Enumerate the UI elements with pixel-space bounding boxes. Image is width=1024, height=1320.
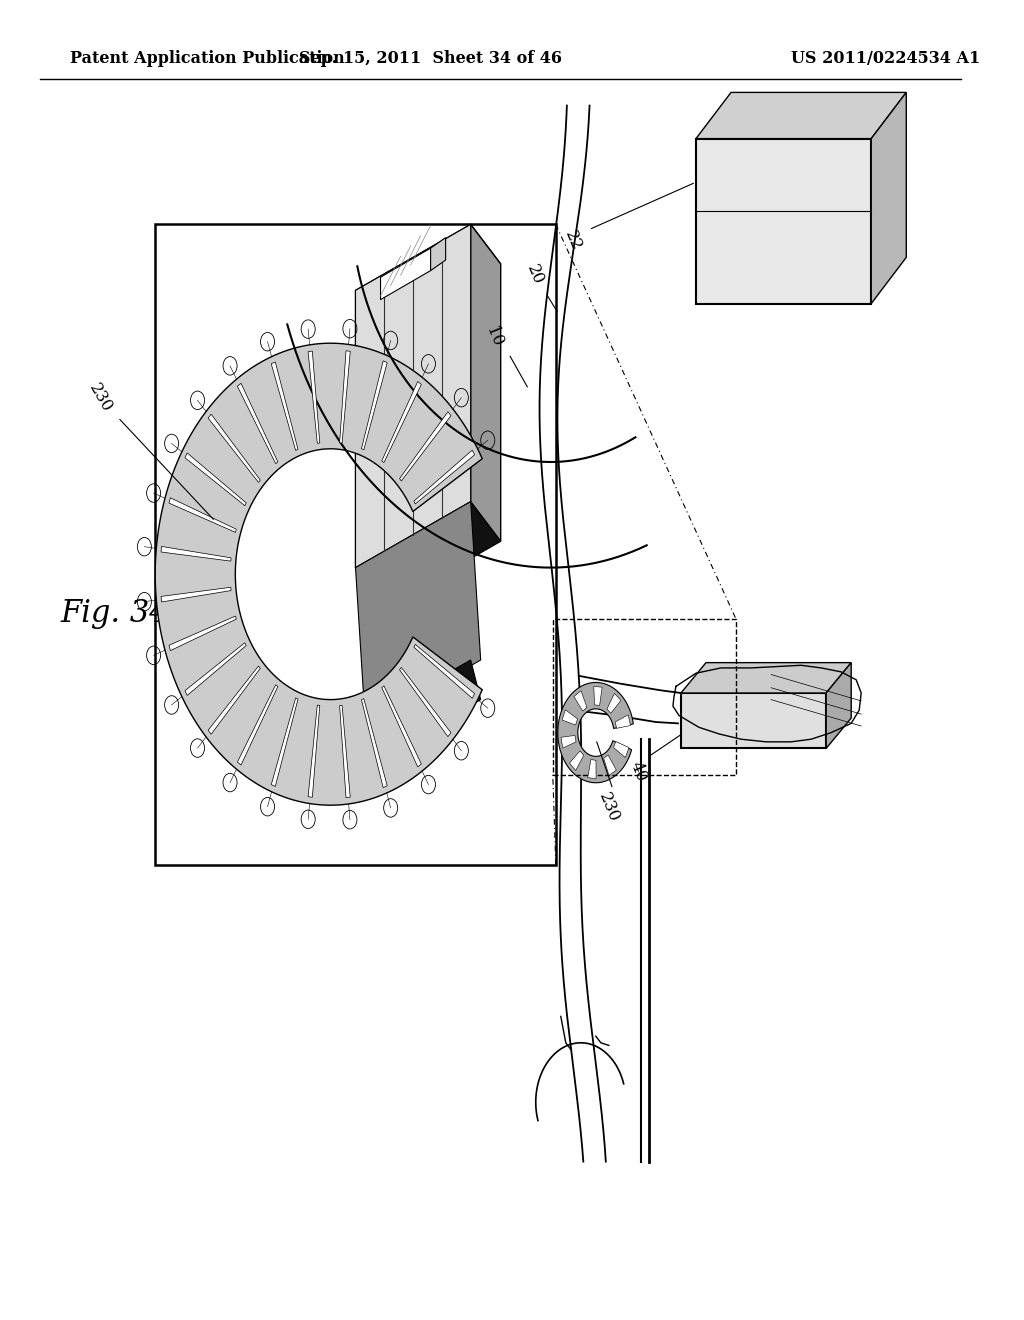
Polygon shape (382, 381, 421, 462)
Polygon shape (271, 698, 298, 787)
Polygon shape (588, 759, 596, 779)
Polygon shape (681, 693, 826, 748)
Polygon shape (355, 502, 501, 607)
Polygon shape (355, 290, 386, 607)
Polygon shape (355, 502, 480, 726)
Polygon shape (382, 686, 421, 767)
Polygon shape (361, 698, 387, 788)
Polygon shape (156, 343, 482, 805)
Polygon shape (161, 587, 231, 602)
Polygon shape (696, 92, 906, 139)
Bar (553, 619, 736, 775)
Polygon shape (561, 735, 577, 748)
Polygon shape (399, 412, 451, 480)
Polygon shape (308, 351, 319, 444)
Polygon shape (355, 660, 480, 766)
Polygon shape (562, 710, 578, 725)
Polygon shape (431, 238, 445, 271)
Text: 20: 20 (523, 261, 547, 288)
Polygon shape (471, 224, 501, 541)
Polygon shape (340, 705, 350, 797)
Text: US 2011/0224534 A1: US 2011/0224534 A1 (792, 50, 980, 67)
Polygon shape (161, 546, 231, 561)
Polygon shape (573, 690, 587, 711)
Polygon shape (696, 139, 871, 304)
Polygon shape (569, 751, 584, 771)
Polygon shape (381, 248, 431, 300)
Polygon shape (414, 644, 474, 698)
Text: 230: 230 (85, 381, 213, 519)
Polygon shape (558, 682, 633, 783)
Text: Fig. 34: Fig. 34 (60, 598, 170, 630)
Polygon shape (681, 663, 851, 693)
Text: Sep. 15, 2011  Sheet 34 of 46: Sep. 15, 2011 Sheet 34 of 46 (299, 50, 562, 67)
Polygon shape (355, 224, 501, 330)
Text: 10: 10 (482, 323, 506, 350)
Polygon shape (871, 92, 906, 304)
Polygon shape (208, 414, 260, 482)
Polygon shape (414, 450, 474, 504)
Polygon shape (185, 643, 246, 696)
Polygon shape (208, 667, 260, 734)
Polygon shape (238, 383, 278, 463)
Polygon shape (340, 351, 350, 444)
Polygon shape (238, 685, 278, 766)
Polygon shape (355, 224, 471, 568)
Polygon shape (169, 616, 237, 651)
Bar (156, 224, 556, 865)
Polygon shape (399, 668, 451, 737)
Polygon shape (271, 362, 298, 450)
Polygon shape (169, 498, 237, 532)
Polygon shape (826, 663, 851, 748)
Polygon shape (604, 755, 616, 775)
Polygon shape (185, 453, 246, 506)
Polygon shape (613, 742, 629, 758)
Text: 22: 22 (561, 227, 585, 253)
Polygon shape (615, 715, 631, 729)
Polygon shape (594, 686, 602, 705)
Text: 40: 40 (628, 759, 650, 785)
Polygon shape (308, 705, 319, 797)
Text: Patent Application Publication: Patent Application Publication (70, 50, 345, 67)
Polygon shape (361, 360, 387, 450)
Polygon shape (607, 693, 621, 713)
Text: 230: 230 (595, 791, 623, 825)
